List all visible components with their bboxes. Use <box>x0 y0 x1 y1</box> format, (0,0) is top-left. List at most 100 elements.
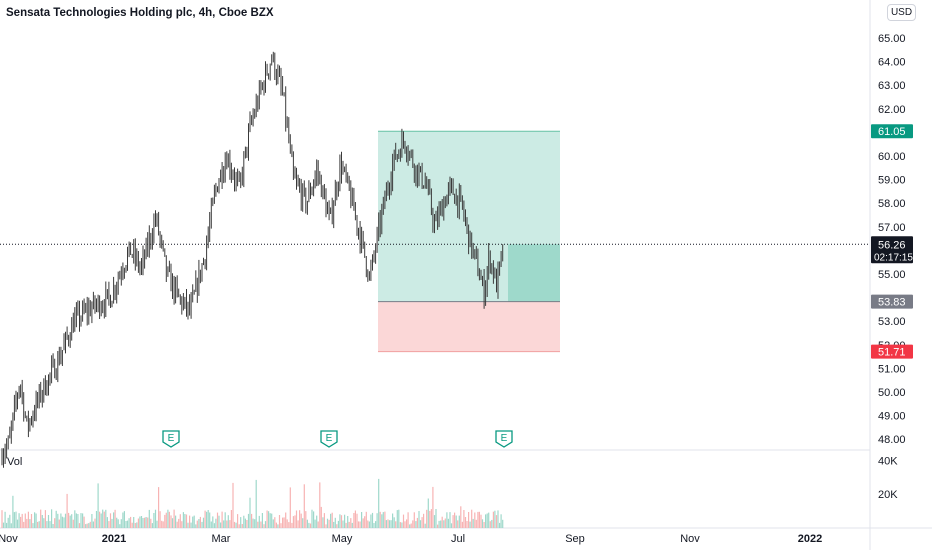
volume-bar-306 <box>475 519 477 528</box>
volume-bar-245 <box>381 514 383 528</box>
volume-bar-201 <box>313 511 315 528</box>
volume-bar-113 <box>176 521 178 528</box>
price-tick-8: 57.00 <box>878 222 906 234</box>
volume-bar-225 <box>350 518 352 528</box>
volume-bar-223 <box>347 516 349 528</box>
volume-bar-175 <box>272 519 274 528</box>
volume-bar-195 <box>303 484 305 528</box>
volume-bar-311 <box>483 522 485 528</box>
volume-bar-161 <box>251 513 253 528</box>
time-tick-7: 2022 <box>798 533 822 545</box>
time-tick-0: Nov <box>0 533 18 545</box>
volume-bar-176 <box>274 517 276 528</box>
volume-bar-34 <box>54 518 56 528</box>
volume-bar-66 <box>103 511 105 528</box>
volume-bar-118 <box>184 514 186 528</box>
volume-bar-322 <box>500 514 502 528</box>
volume-bar-32 <box>51 509 53 528</box>
volume-bar-277 <box>430 509 432 528</box>
volume-bar-253 <box>393 517 395 528</box>
volume-bar-114 <box>178 518 180 528</box>
volume-bar-36 <box>57 513 59 528</box>
volume-bar-308 <box>478 511 480 528</box>
volume-bar-115 <box>179 514 181 528</box>
volume-bar-20 <box>32 523 34 528</box>
volume-bar-53 <box>83 516 85 528</box>
price-tick-2: 50.00 <box>878 387 906 399</box>
volume-bar-319 <box>495 515 498 528</box>
volume-bar-178 <box>277 524 279 528</box>
volume-bar-90 <box>140 516 143 528</box>
volume-bar-227 <box>353 513 355 528</box>
volume-bar-222 <box>345 522 347 528</box>
volume-bar-236 <box>367 520 369 528</box>
time-tick-2: Mar <box>212 533 231 545</box>
volume-bar-98 <box>153 513 155 528</box>
volume-bar-152 <box>237 514 239 528</box>
target-price-label: 61.05 <box>878 126 906 138</box>
svg-text:E: E <box>501 433 508 444</box>
volume-bar-254 <box>395 521 397 528</box>
time-tick-5: Sep <box>565 533 585 545</box>
volume-bar-132 <box>206 511 208 528</box>
volume-bar-297 <box>461 521 463 528</box>
volume-bar-12 <box>20 516 22 528</box>
volume-bar-54 <box>85 524 87 528</box>
volume-bar-81 <box>126 520 129 528</box>
volume-bar-198 <box>308 522 310 528</box>
volume-bar-188 <box>292 516 294 528</box>
volume-bar-19 <box>30 514 33 528</box>
volume-bar-62 <box>97 483 99 528</box>
volume-bar-259 <box>402 514 405 528</box>
volume-bar-323 <box>502 519 504 528</box>
volume-bar-220 <box>342 520 344 528</box>
volume-bar-76 <box>119 524 121 528</box>
volume-bar-97 <box>151 523 153 528</box>
price-tick-9: 58.00 <box>878 198 906 210</box>
volume-bar-24 <box>38 521 40 528</box>
volume-bar-299 <box>464 517 467 528</box>
volume-bar-288 <box>447 518 449 528</box>
volume-bar-190 <box>295 510 298 528</box>
volume-bar-185 <box>288 522 290 528</box>
volume-bar-243 <box>378 478 380 528</box>
volume-bar-274 <box>426 509 428 528</box>
volume-bar-278 <box>432 486 434 528</box>
volume-bar-192 <box>299 510 301 528</box>
volume-bar-262 <box>407 512 409 528</box>
earnings-marker-2[interactable]: E <box>495 430 513 448</box>
time-tick-3: May <box>332 533 353 545</box>
volume-bar-293 <box>455 515 457 528</box>
volume-bar-64 <box>100 513 102 528</box>
volume-bar-105 <box>164 514 166 528</box>
volume-bar-261 <box>406 519 408 528</box>
earnings-marker-1[interactable]: E <box>320 430 338 448</box>
volume-bar-285 <box>443 520 445 528</box>
volume-bar-265 <box>412 520 414 528</box>
volume-bar-27 <box>43 518 45 528</box>
volume-bar-250 <box>388 520 391 528</box>
volume-bar-177 <box>275 522 277 528</box>
volume-bar-316 <box>491 519 493 528</box>
volume-bar-51 <box>80 513 82 528</box>
volume-bar-100 <box>156 520 158 528</box>
volume-bar-38 <box>60 513 62 528</box>
volume-bar-122 <box>190 522 192 528</box>
volume-bar-119 <box>185 514 188 528</box>
volume-bar-242 <box>376 513 378 528</box>
entry-price-label: 53.83 <box>878 297 906 309</box>
volume-bar-104 <box>162 521 164 528</box>
volume-bar-13 <box>21 513 23 528</box>
countdown-label: 02:17:15 <box>874 252 913 263</box>
earnings-marker-0[interactable]: E <box>162 430 180 448</box>
volume-bar-318 <box>494 510 496 528</box>
volume-bar-33 <box>52 524 54 528</box>
currency-button[interactable]: USD <box>887 4 916 21</box>
volume-bar-31 <box>49 521 51 528</box>
volume-bar-57 <box>89 521 91 528</box>
volume-bar-168 <box>261 513 263 528</box>
volume-bar-56 <box>88 523 90 528</box>
chart-title: Sensata Technologies Holding plc, 4h, Cb… <box>6 7 274 19</box>
volume-bar-212 <box>330 513 332 528</box>
